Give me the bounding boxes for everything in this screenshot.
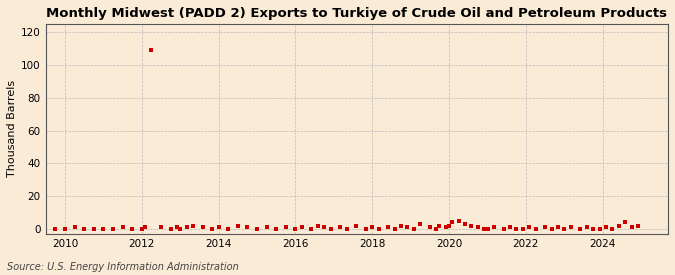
Point — [607, 227, 618, 231]
Point — [306, 227, 317, 231]
Point — [594, 227, 605, 231]
Point — [50, 227, 61, 231]
Point — [620, 220, 630, 225]
Y-axis label: Thousand Barrels: Thousand Barrels — [7, 80, 17, 177]
Point — [252, 227, 263, 231]
Point — [454, 219, 464, 223]
Point — [188, 224, 198, 228]
Point — [223, 227, 234, 231]
Point — [290, 227, 301, 231]
Point — [504, 225, 515, 230]
Point — [566, 225, 576, 230]
Point — [69, 225, 80, 230]
Point — [261, 225, 272, 230]
Point — [117, 225, 128, 230]
Point — [389, 227, 400, 231]
Point — [79, 227, 90, 231]
Point — [232, 224, 243, 228]
Point — [632, 224, 643, 228]
Point — [197, 225, 208, 230]
Point — [396, 224, 406, 228]
Point — [614, 224, 624, 228]
Text: Source: U.S. Energy Information Administration: Source: U.S. Energy Information Administ… — [7, 262, 238, 272]
Point — [136, 227, 147, 231]
Point — [271, 227, 281, 231]
Point — [181, 225, 192, 230]
Point — [313, 224, 323, 228]
Point — [466, 224, 477, 228]
Point — [367, 225, 377, 230]
Point — [553, 225, 564, 230]
Point — [342, 227, 352, 231]
Point — [524, 225, 535, 230]
Point — [460, 222, 470, 226]
Point — [408, 227, 419, 231]
Point — [511, 227, 522, 231]
Point — [588, 227, 599, 231]
Point — [296, 225, 307, 230]
Point — [146, 48, 157, 52]
Point — [335, 225, 346, 230]
Point — [601, 225, 612, 230]
Point — [325, 227, 336, 231]
Point — [88, 227, 99, 231]
Point — [280, 225, 291, 230]
Point — [360, 227, 371, 231]
Point — [207, 227, 217, 231]
Point — [575, 227, 586, 231]
Point — [517, 227, 528, 231]
Point — [415, 222, 426, 226]
Point — [165, 227, 176, 231]
Point — [530, 227, 541, 231]
Point — [402, 225, 413, 230]
Point — [127, 227, 138, 231]
Point — [489, 225, 500, 230]
Point — [498, 227, 509, 231]
Point — [425, 225, 435, 230]
Point — [431, 227, 441, 231]
Point — [540, 225, 551, 230]
Point — [443, 224, 454, 228]
Point — [447, 220, 458, 225]
Point — [546, 227, 557, 231]
Point — [242, 225, 253, 230]
Point — [213, 225, 224, 230]
Point — [155, 225, 166, 230]
Point — [59, 227, 70, 231]
Point — [171, 225, 182, 230]
Point — [373, 227, 384, 231]
Point — [107, 227, 118, 231]
Point — [559, 227, 570, 231]
Point — [626, 225, 637, 230]
Point — [472, 225, 483, 230]
Point — [351, 224, 362, 228]
Title: Monthly Midwest (PADD 2) Exports to Turkiye of Crude Oil and Petroleum Products: Monthly Midwest (PADD 2) Exports to Turk… — [47, 7, 668, 20]
Point — [98, 227, 109, 231]
Point — [319, 225, 329, 230]
Point — [441, 225, 452, 230]
Point — [581, 225, 592, 230]
Point — [140, 225, 151, 230]
Point — [383, 225, 394, 230]
Point — [479, 227, 490, 231]
Point — [482, 227, 493, 231]
Point — [175, 227, 186, 231]
Point — [434, 224, 445, 228]
